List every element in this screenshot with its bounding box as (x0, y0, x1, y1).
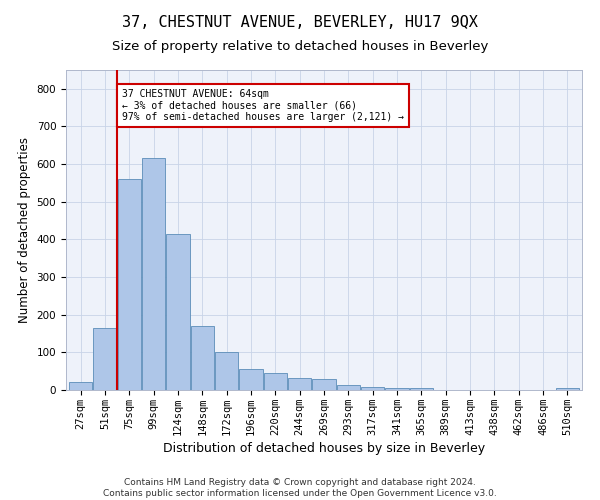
Bar (142, 158, 165, 390)
Bar (191, 326, 214, 390)
Text: Contains HM Land Registry data © Crown copyright and database right 2024.
Contai: Contains HM Land Registry data © Crown c… (103, 478, 497, 498)
Bar (313, 378, 335, 390)
Bar (337, 384, 360, 390)
Text: Size of property relative to detached houses in Beverley: Size of property relative to detached ho… (112, 40, 488, 53)
Bar (361, 387, 384, 390)
Bar (410, 388, 433, 390)
Bar (94, 328, 116, 390)
Bar (69, 382, 92, 390)
Bar (288, 378, 311, 390)
Bar (239, 370, 263, 390)
Bar (385, 388, 409, 390)
Y-axis label: Number of detached properties: Number of detached properties (18, 137, 31, 323)
X-axis label: Distribution of detached houses by size in Beverley: Distribution of detached houses by size … (163, 442, 485, 455)
Bar (264, 374, 287, 390)
Bar (556, 388, 579, 390)
Bar (118, 179, 141, 390)
Bar (166, 234, 190, 390)
Text: 37, CHESTNUT AVENUE, BEVERLEY, HU17 9QX: 37, CHESTNUT AVENUE, BEVERLEY, HU17 9QX (122, 15, 478, 30)
Bar (215, 352, 238, 390)
Text: 37 CHESTNUT AVENUE: 64sqm
← 3% of detached houses are smaller (66)
97% of semi-d: 37 CHESTNUT AVENUE: 64sqm ← 3% of detach… (122, 89, 404, 122)
